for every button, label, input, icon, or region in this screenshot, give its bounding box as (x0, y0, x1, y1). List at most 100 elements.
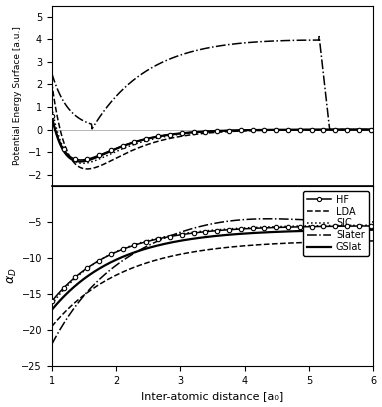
Slater (317, 34, 321, 39)
GSlat (195, 236, 199, 241)
HF (371, 127, 376, 132)
GSlat (371, 127, 376, 132)
LDA (50, 324, 54, 329)
SIC (107, 152, 112, 157)
Slater (239, 41, 244, 46)
Slater (291, 38, 296, 43)
HF (240, 128, 244, 133)
Slater (328, 127, 332, 132)
HF (50, 114, 54, 119)
HF (291, 225, 296, 230)
Line: Slater: Slater (52, 37, 373, 129)
GSlat (265, 127, 269, 132)
SIC (240, 128, 244, 133)
LDA (195, 249, 199, 254)
Line: GSlat: GSlat (52, 116, 373, 162)
SIC (81, 161, 85, 166)
LDA (196, 131, 200, 136)
SIC (107, 253, 111, 258)
LDA (292, 127, 297, 132)
GSlat (50, 114, 54, 119)
LDA (133, 147, 137, 152)
LDA (107, 159, 112, 164)
Legend: HF, LDA, SIC, Slater, GSlat: HF, LDA, SIC, Slater, GSlat (303, 191, 369, 256)
Slater (132, 77, 137, 82)
HF (132, 243, 137, 247)
SIC (265, 127, 269, 132)
HF (50, 299, 54, 304)
GSlat (132, 250, 137, 255)
GSlat (291, 229, 296, 234)
GSlat (371, 228, 376, 232)
SIC (132, 242, 137, 247)
LDA (50, 80, 54, 85)
Y-axis label: $\alpha_D$: $\alpha_D$ (6, 268, 19, 284)
SIC (291, 224, 296, 229)
GSlat (50, 307, 54, 312)
Slater (195, 225, 199, 230)
Slater (50, 71, 54, 76)
SIC (239, 225, 244, 230)
HF (107, 253, 111, 258)
SIC (133, 142, 137, 147)
GSlat (239, 231, 244, 236)
Y-axis label: Potential Energy Surface [a.u.]: Potential Energy Surface [a.u.] (13, 26, 22, 165)
SIC (50, 302, 54, 306)
SIC (371, 223, 376, 228)
Line: SIC: SIC (52, 225, 373, 304)
GSlat (107, 149, 112, 154)
HF (265, 127, 269, 132)
Line: HF: HF (50, 114, 376, 162)
LDA (107, 276, 111, 281)
HF (371, 223, 376, 228)
GSlat (196, 129, 200, 134)
GSlat (292, 127, 297, 132)
LDA (85, 166, 89, 171)
LDA (371, 127, 376, 132)
Slater (195, 48, 199, 53)
GSlat (240, 128, 244, 133)
GSlat (264, 230, 269, 235)
LDA (132, 265, 137, 269)
HF (107, 149, 112, 153)
Slater (371, 127, 376, 132)
Slater (50, 342, 54, 347)
Slater (292, 217, 297, 222)
Line: GSlat: GSlat (52, 230, 373, 310)
Line: Slater: Slater (52, 219, 373, 344)
Slater (132, 251, 137, 256)
HF (78, 158, 83, 162)
Line: SIC: SIC (52, 107, 373, 163)
GSlat (107, 261, 111, 266)
HF (133, 139, 137, 144)
Slater (107, 269, 111, 274)
HF (292, 127, 297, 132)
Slater (107, 103, 111, 107)
Slater (266, 217, 271, 221)
Line: LDA: LDA (52, 241, 373, 326)
LDA (239, 244, 244, 249)
SIC (264, 225, 269, 230)
SIC (195, 229, 199, 234)
X-axis label: Inter-atomic distance [a₀]: Inter-atomic distance [a₀] (141, 392, 284, 401)
LDA (264, 242, 269, 247)
HF (264, 225, 269, 230)
LDA (240, 129, 244, 133)
Slater (371, 219, 376, 224)
SIC (371, 127, 376, 132)
Slater (239, 217, 244, 222)
SIC (50, 105, 54, 110)
Line: HF: HF (50, 224, 376, 304)
GSlat (78, 159, 83, 164)
HF (196, 129, 200, 134)
Line: LDA: LDA (52, 83, 373, 169)
LDA (265, 128, 269, 133)
Slater (264, 217, 269, 221)
Slater (264, 39, 269, 44)
LDA (371, 239, 376, 243)
GSlat (133, 140, 137, 144)
SIC (292, 127, 297, 132)
SIC (196, 130, 200, 135)
HF (239, 227, 244, 232)
LDA (291, 241, 296, 245)
